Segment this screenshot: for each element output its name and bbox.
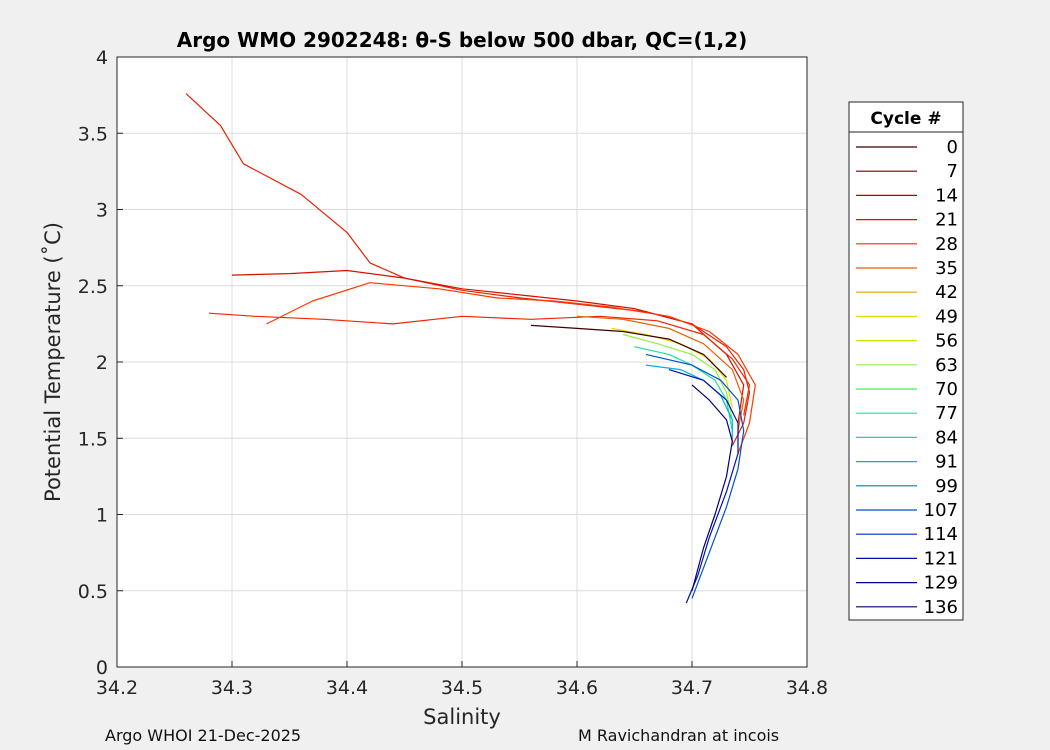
series-line	[634, 346, 733, 431]
legend-label: 121	[924, 548, 958, 569]
legend-label: 49	[935, 306, 958, 327]
y-tick-label: 2.5	[78, 276, 108, 298]
series-group	[185, 93, 756, 604]
legend-label: 35	[935, 258, 958, 279]
series-line	[576, 315, 745, 431]
x-tick-label: 34.4	[326, 677, 368, 699]
y-axis-label: Potential Temperature (˚C)	[41, 222, 65, 502]
legend-items: 0 7 14 21 28 35 42 49 56 63 70 77 84 91 99 107 114 121 129…	[856, 137, 958, 618]
y-tick-label: 3	[96, 200, 108, 222]
series-line	[622, 333, 733, 421]
series-line	[645, 353, 745, 599]
legend-label: 99	[935, 476, 958, 497]
legend-label: 63	[935, 355, 958, 376]
y-tick-label: 0	[96, 657, 108, 679]
series-line	[231, 269, 745, 424]
y-tick-label: 1	[96, 505, 108, 527]
x-tick-label: 34.7	[671, 677, 713, 699]
series-line	[208, 312, 751, 416]
chart-title: Argo WMO 2902248: θ-S below 500 dbar, QC…	[177, 28, 747, 52]
legend-label: 0	[947, 137, 958, 158]
series-line	[530, 324, 727, 378]
legend-label: 77	[935, 403, 958, 424]
series-line	[611, 327, 733, 408]
legend-label: 84	[935, 427, 958, 448]
series-line	[266, 282, 756, 454]
y-tick-label: 0.5	[78, 581, 108, 603]
legend-title: Cycle #	[870, 109, 941, 129]
series-line	[185, 93, 751, 447]
axis-ticks: 34.2 34.3 34.4 34.5 34.6 34.7 34.8 0 0.5 1 1.5 2 2.5…	[78, 47, 828, 699]
x-tick-label: 34.2	[96, 677, 138, 699]
x-axis-label: Salinity	[423, 705, 501, 729]
footer-right: M Ravichandran at incois	[578, 726, 780, 745]
legend-label: 129	[924, 573, 958, 594]
legend-label: 28	[935, 234, 958, 255]
legend-label: 114	[924, 524, 958, 545]
series-line	[691, 384, 733, 591]
legend-label: 7	[947, 161, 958, 182]
x-tick-label: 34.5	[441, 677, 483, 699]
y-tick-label: 2	[96, 352, 108, 374]
legend-label: 107	[924, 500, 958, 521]
legend-label: 70	[935, 379, 958, 400]
legend-label: 91	[935, 452, 958, 473]
footer-left: Argo WHOI 21-Dec-2025	[105, 726, 302, 745]
legend-label: 136	[924, 597, 958, 618]
legend-label: 14	[935, 185, 958, 206]
x-tick-label: 34.6	[556, 677, 598, 699]
y-tick-label: 4	[96, 47, 108, 69]
x-tick-label: 34.3	[211, 677, 253, 699]
x-tick-label: 34.8	[786, 677, 828, 699]
legend-label: 42	[935, 282, 958, 303]
y-tick-label: 1.5	[78, 428, 108, 450]
y-tick-label: 3.5	[78, 123, 108, 145]
legend-label: 21	[935, 210, 958, 231]
legend-label: 56	[935, 331, 958, 352]
legend: Cycle # 0 7 14 21 28 35 42 49 56 63 70 77 84 91 99 107 1…	[848, 101, 964, 621]
series-line	[668, 369, 739, 604]
